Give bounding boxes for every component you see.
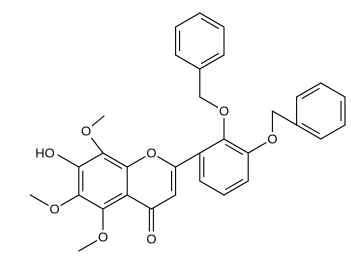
bond	[320, 124, 346, 140]
bond	[57, 154, 80, 168]
atom-label: O	[146, 146, 156, 161]
label-mask	[145, 232, 158, 246]
bond	[199, 180, 225, 196]
bond	[102, 194, 128, 210]
bond	[126, 194, 152, 210]
bond	[78, 194, 104, 210]
double-bond-line	[104, 158, 123, 169]
atom-label: HO	[35, 146, 55, 161]
bond	[271, 110, 298, 126]
bond	[199, 138, 225, 154]
bond	[102, 152, 128, 168]
double-bond-line	[301, 88, 320, 99]
bond	[150, 194, 177, 210]
double-bond-line	[225, 179, 244, 190]
double-bond-line	[301, 123, 320, 134]
double-bond-line	[225, 144, 244, 155]
bond	[296, 82, 322, 98]
double-bond-line	[104, 193, 123, 204]
bond	[175, 12, 201, 28]
bond	[78, 152, 104, 168]
double-bond-line	[200, 53, 219, 64]
bond	[175, 152, 201, 168]
label-mask	[80, 124, 92, 138]
label-mask	[266, 132, 279, 146]
atom-label: O	[98, 230, 108, 245]
bond	[296, 124, 322, 140]
label-mask	[218, 104, 230, 118]
label-mask	[33, 146, 57, 160]
bond	[199, 54, 225, 70]
atom-label: O	[81, 124, 91, 139]
bond	[199, 12, 225, 28]
bond	[175, 54, 201, 70]
atom-label: O	[146, 232, 156, 247]
atom-label: O	[267, 132, 277, 147]
label-mask	[48, 202, 61, 216]
label-mask	[97, 230, 109, 244]
bond	[223, 138, 249, 154]
atom-label: O	[50, 202, 60, 217]
label-mask	[145, 146, 158, 160]
double-bond-line	[200, 18, 219, 29]
bond	[320, 82, 346, 98]
atom-label: O	[219, 104, 229, 119]
bond	[223, 180, 249, 196]
